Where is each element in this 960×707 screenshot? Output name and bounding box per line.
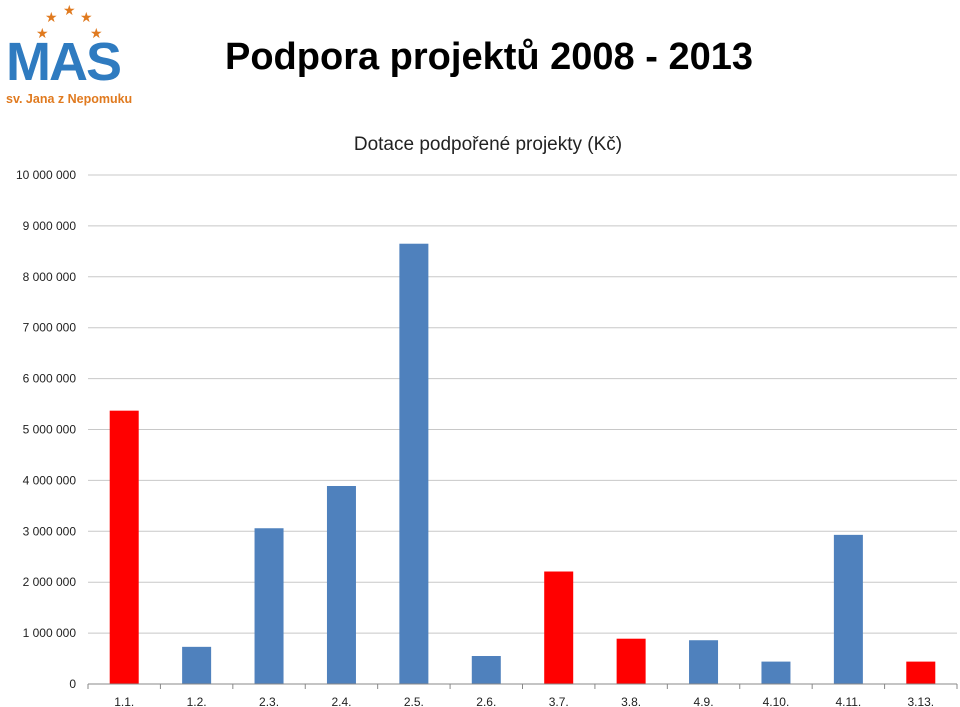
x-tick-label: 4.9.: [694, 695, 714, 707]
y-tick-label: 9 000 000: [23, 219, 77, 233]
x-tick-label: 2.6.: [476, 695, 496, 707]
y-tick-label: 0: [69, 677, 76, 691]
x-tick-label: 3.7.: [549, 695, 569, 707]
bar: [326, 485, 356, 684]
bar: [906, 661, 936, 684]
x-tick-label: 3.13.: [907, 695, 934, 707]
bar: [254, 528, 284, 684]
star-icon: ★: [36, 25, 49, 41]
bars: [109, 243, 936, 684]
star-icon: ★: [80, 9, 93, 25]
bar: [399, 243, 429, 684]
x-tick-label: 2.4.: [331, 695, 351, 707]
y-tick-label: 1 000 000: [23, 626, 77, 640]
page-title: Podpora projektů 2008 - 2013: [225, 36, 753, 78]
x-tick-label: 2.5.: [404, 695, 424, 707]
x-axis-ticks: 1.1. 1.2. 2.3. 2.4. 2.5. 2.6. 3.7. 3.8. 4.9. 4.10…: [87, 684, 958, 707]
star-icon: ★: [45, 9, 58, 25]
bar: [182, 646, 212, 684]
x-tick-label: 1.2.: [187, 695, 207, 707]
x-tick-label: 2.3.: [259, 695, 279, 707]
bar: [833, 534, 863, 684]
bar: [761, 661, 791, 684]
x-tick-label: 4.11.: [835, 695, 861, 707]
y-tick-label: 10 000 000: [16, 168, 76, 182]
x-tick-label: 4.10.: [763, 695, 790, 707]
chart-title: Dotace podpořené projekty (Kč): [354, 134, 622, 155]
x-tick-label: 1.1.: [114, 695, 134, 707]
y-tick-label: 2 000 000: [23, 575, 77, 589]
x-tick-label: 3.8.: [621, 695, 641, 707]
y-tick-label: 5 000 000: [23, 423, 77, 437]
star-icon: ★: [63, 2, 76, 18]
y-axis-ticks: 0 1 000 000 2 000 000 3 000 000 4 000 000 5 0…: [16, 168, 76, 691]
y-tick-label: 4 000 000: [23, 473, 77, 487]
logo-subtitle: sv. Jana z Nepomuku: [6, 92, 133, 106]
bar: [109, 410, 139, 684]
y-tick-label: 7 000 000: [23, 321, 77, 335]
bar: [471, 656, 501, 684]
bar: [616, 638, 646, 684]
y-tick-label: 3 000 000: [23, 524, 77, 538]
y-tick-label: 8 000 000: [23, 270, 77, 284]
gridlines: [88, 174, 957, 634]
star-icon: ★: [90, 25, 103, 41]
y-tick-label: 6 000 000: [23, 372, 77, 386]
mas-logo: ★ ★ ★ ★ ★ MAS sv. Jana z Nepomuku: [0, 0, 140, 112]
bar: [689, 640, 719, 684]
logo-letters: MAS: [6, 32, 122, 92]
bar: [544, 571, 574, 684]
